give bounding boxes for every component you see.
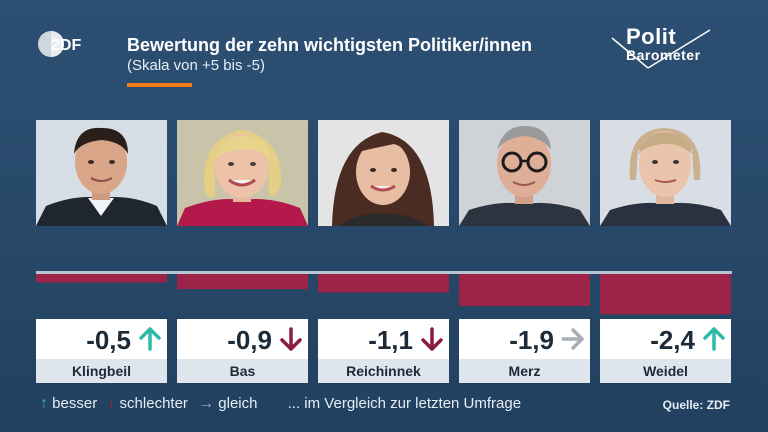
arrow-right-icon (562, 328, 584, 350)
portrait-merz (459, 120, 590, 226)
svg-text:2DF: 2DF (51, 37, 81, 54)
value-box-merz: -1,9 (459, 319, 590, 359)
title-underline (127, 83, 192, 87)
bar-bas (177, 274, 308, 290)
legend-arrow-right-icon: → (198, 395, 215, 412)
arrow-up-icon (703, 327, 725, 351)
value-label-merz: -1,9 (509, 325, 554, 355)
legend-same: gleich (218, 395, 258, 412)
value-label-bas: -0,9 (227, 325, 272, 355)
legend-worse: schlechter (119, 395, 188, 412)
politbarometer-logo: Polit Barometer (608, 24, 716, 72)
portrait-reichinnek (318, 120, 449, 226)
arrow-up-icon (139, 327, 161, 351)
legend-arrow-down-icon: ↓ (107, 395, 116, 412)
arrow-down-icon (421, 327, 443, 351)
portrait-weidel (600, 120, 731, 226)
legend-note: ... im Vergleich zur letzten Umfrage (287, 395, 522, 412)
politbarometer-logo-bottom: Barometer (626, 47, 701, 63)
value-box-weidel: -2,4 (600, 319, 731, 359)
bar-klingbeil (36, 274, 167, 283)
bar-merz (459, 274, 590, 306)
name-label-klingbeil: Klingbeil (36, 359, 167, 383)
chart-baseline (36, 271, 732, 274)
value-box-klingbeil: -0,5 (36, 319, 167, 359)
portrait-bas (177, 120, 308, 226)
page-title: Bewertung der zehn wichtigsten Politiker… (127, 35, 533, 55)
name-label-weidel: Weidel (600, 359, 731, 383)
value-label-reichinnek: -1,1 (368, 325, 413, 355)
portrait-klingbeil (36, 120, 167, 226)
politbarometer-logo-top: Polit (626, 24, 677, 49)
name-label-merz: Merz (459, 359, 590, 383)
name-label-reichinnek: Reichinnek (318, 359, 449, 383)
legend-arrow-up-icon: ↑ (40, 395, 48, 412)
value-box-reichinnek: -1,1 (318, 319, 449, 359)
bar-weidel (600, 274, 731, 315)
header-title-block: Bewertung der zehn wichtigsten Politiker… (127, 35, 532, 75)
page-subtitle: (Skala von +5 bis -5) (127, 57, 265, 74)
source-label: Quelle: ZDF (662, 398, 730, 412)
value-label-klingbeil: -0,5 (86, 325, 131, 355)
arrow-down-icon (280, 327, 302, 351)
chart-legend: ↑ besser ↓ schlechter → gleich ... im Ve… (40, 395, 521, 413)
bar-reichinnek (318, 274, 449, 293)
legend-better: besser (52, 395, 98, 412)
name-label-bas: Bas (177, 359, 308, 383)
zdf-logo: 2DF (37, 29, 91, 59)
value-box-bas: -0,9 (177, 319, 308, 359)
value-label-weidel: -2,4 (650, 325, 695, 355)
